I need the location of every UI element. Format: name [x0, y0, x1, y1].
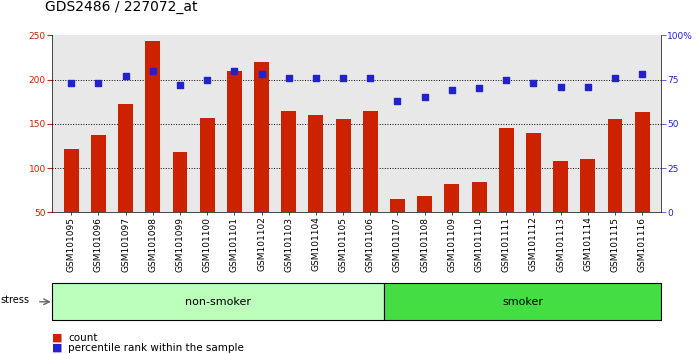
Point	[93, 80, 104, 86]
Bar	[145, 41, 160, 257]
Point	[256, 72, 267, 77]
Bar	[281, 110, 296, 257]
Bar	[64, 149, 79, 257]
Text: count: count	[68, 333, 97, 343]
Bar	[390, 199, 405, 257]
Text: percentile rank within the sample: percentile rank within the sample	[68, 343, 244, 353]
Point	[65, 80, 77, 86]
Bar	[580, 159, 595, 257]
Text: ■: ■	[52, 343, 63, 353]
Text: GDS2486 / 227072_at: GDS2486 / 227072_at	[45, 0, 198, 14]
Bar	[227, 71, 242, 257]
Point	[148, 68, 159, 74]
Bar	[472, 182, 487, 257]
Bar	[553, 161, 568, 257]
Bar	[363, 110, 378, 257]
Point	[283, 75, 294, 81]
Point	[500, 77, 512, 82]
Bar	[91, 135, 106, 257]
Bar	[308, 115, 324, 257]
Text: ■: ■	[52, 333, 63, 343]
Point	[555, 84, 566, 90]
Bar	[526, 133, 541, 257]
Point	[365, 75, 376, 81]
Bar	[118, 103, 133, 257]
Bar	[499, 128, 514, 257]
Point	[120, 73, 131, 79]
Point	[528, 80, 539, 86]
Text: stress: stress	[0, 295, 29, 305]
Text: smoker: smoker	[503, 297, 544, 307]
Point	[338, 75, 349, 81]
Bar	[608, 120, 622, 257]
Point	[392, 98, 403, 104]
Bar	[417, 196, 432, 257]
Point	[637, 72, 648, 77]
Bar	[444, 184, 459, 257]
Text: non-smoker: non-smoker	[185, 297, 251, 307]
Point	[610, 75, 621, 81]
Bar	[254, 62, 269, 257]
Point	[583, 84, 594, 90]
Point	[229, 68, 240, 74]
Point	[202, 77, 213, 82]
Point	[446, 87, 457, 93]
Point	[175, 82, 186, 88]
Bar	[200, 118, 214, 257]
Bar	[335, 120, 351, 257]
Bar	[635, 113, 649, 257]
Point	[473, 86, 484, 91]
Point	[419, 95, 430, 100]
Point	[310, 75, 322, 81]
Bar	[173, 152, 187, 257]
